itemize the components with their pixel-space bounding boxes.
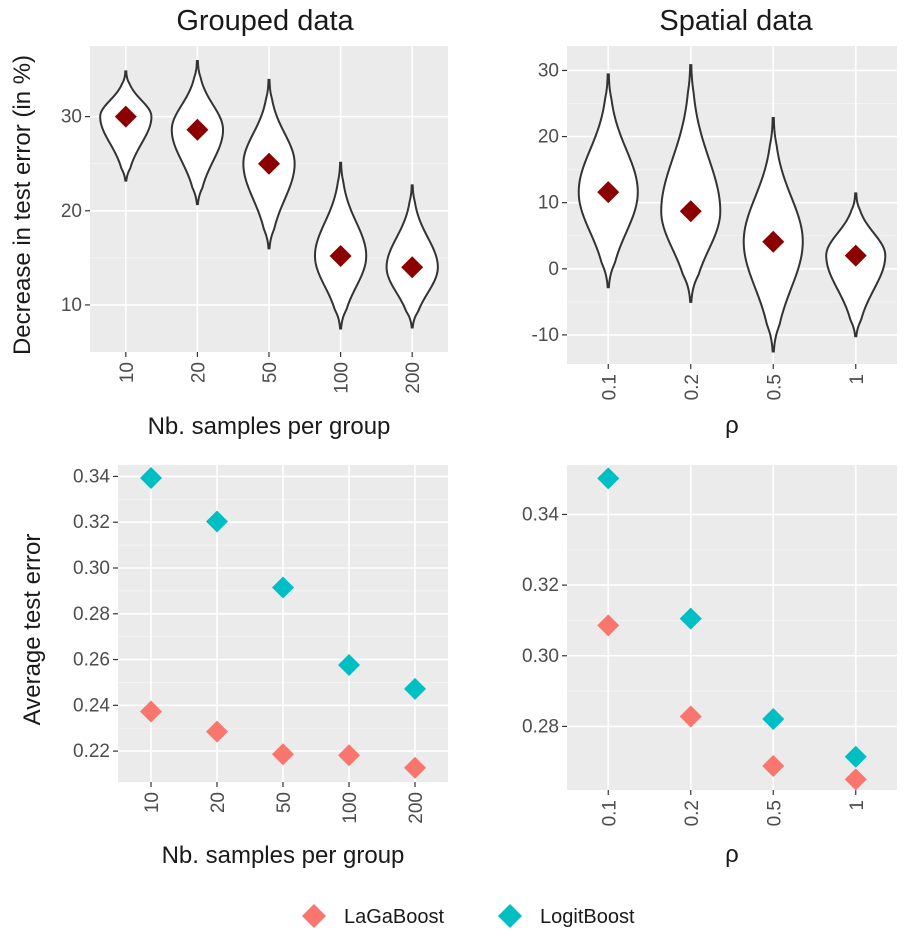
y-tick-label: 10 <box>61 295 82 316</box>
y-tick-label: 30 <box>61 107 82 128</box>
x-tick-label: 1 <box>847 800 868 811</box>
y-tick-label: 0.30 <box>522 646 559 667</box>
x-tick-label: 1 <box>847 374 868 385</box>
y-tick-label: 20 <box>61 201 82 222</box>
y-tick-label: 0.34 <box>73 466 110 487</box>
y-axis-label: Average test error <box>19 534 46 726</box>
y-tick-label: 0.32 <box>73 512 110 533</box>
y-axis-label: Decrease in test error (in %) <box>9 55 36 355</box>
point-logitboost-0.2 <box>679 607 702 630</box>
x-axis-label: ρ <box>725 841 739 868</box>
legend-key-lagaboost <box>302 904 326 928</box>
x-axis-label: Nb. samples per group <box>162 842 405 869</box>
x-tick-label: 20 <box>188 362 209 383</box>
x-tick-label: 100 <box>340 792 361 824</box>
grouped-scatter-chart: 0.22 0.24 0.26 0.28 0.30 0.32 0.34 10 20 50 100 200… <box>19 465 448 869</box>
y-tick-label: 0.22 <box>73 741 110 762</box>
y-tick-label: 0.30 <box>73 558 110 579</box>
chart-title: Grouped data <box>176 5 354 37</box>
legend-label-logitboost: LogitBoost <box>540 906 635 928</box>
x-tick-label: 200 <box>403 362 424 394</box>
point-lagaboost-10 <box>140 700 162 723</box>
grouped-violin-chart: 10 20 30 10 20 50 100 200 Grouped data Nb. sample… <box>9 5 448 440</box>
violin-0.1 <box>577 73 639 289</box>
y-tick-label: 0.26 <box>73 650 110 671</box>
y-tick-label: 0.34 <box>522 504 559 525</box>
point-logitboost-50 <box>272 576 294 599</box>
y-tick-label: 0 <box>548 259 559 280</box>
y-tick-label: 0.28 <box>522 716 559 737</box>
point-logitboost-20 <box>206 510 228 533</box>
legend: LaGaBoost LogitBoost <box>302 904 635 928</box>
y-tick-label: 30 <box>538 60 559 81</box>
point-logitboost-100 <box>338 654 360 677</box>
mean-marker-50 <box>258 152 280 175</box>
x-axis-label: Nb. samples per group <box>148 413 391 440</box>
violin-0.2 <box>660 64 722 303</box>
point-lagaboost-200 <box>404 756 426 779</box>
x-tick-label: 0.2 <box>682 374 703 400</box>
spatial-scatter-chart: 0.28 0.30 0.32 0.34 0.1 0.2 0.5 1 ρ <box>522 465 897 868</box>
y-tick-label: 0.24 <box>73 695 110 716</box>
x-tick-label: 20 <box>208 792 229 813</box>
x-tick-label: 100 <box>332 362 353 394</box>
y-tick-label: -10 <box>532 325 559 346</box>
point-logitboost-1 <box>844 745 867 768</box>
x-tick-label: 50 <box>274 792 295 813</box>
x-tick-label: 10 <box>117 362 138 383</box>
mean-marker-1 <box>844 244 867 267</box>
point-logitboost-0.1 <box>597 467 620 490</box>
mean-marker-10 <box>114 105 137 128</box>
point-lagaboost-100 <box>338 744 360 767</box>
spatial-violin-chart: -10 0 10 20 30 0.1 0.2 0.5 1 Spatial data ρ <box>532 5 897 439</box>
point-logitboost-10 <box>140 467 162 490</box>
mean-marker-0.5 <box>762 230 785 253</box>
legend-key-logitboost <box>498 904 522 928</box>
y-tick-label: 0.32 <box>522 575 559 596</box>
x-tick-label: 0.5 <box>764 800 785 826</box>
point-lagaboost-50 <box>272 743 294 766</box>
x-tick-label: 0.1 <box>599 800 620 826</box>
chart-title: Spatial data <box>659 5 813 37</box>
legend-label-lagaboost: LaGaBoost <box>344 906 445 928</box>
mean-marker-0.1 <box>597 181 620 204</box>
x-tick-label: 10 <box>142 792 163 813</box>
panel-background <box>567 465 897 790</box>
point-lagaboost-20 <box>206 720 228 743</box>
x-axis-label: ρ <box>725 412 739 439</box>
x-tick-label: 0.2 <box>682 800 703 826</box>
mean-marker-100 <box>329 244 352 267</box>
mean-marker-20 <box>186 118 209 141</box>
y-tick-label: 20 <box>538 127 559 148</box>
point-lagaboost-1 <box>844 768 867 791</box>
point-lagaboost-0.1 <box>597 614 620 637</box>
point-lagaboost-0.2 <box>679 705 702 728</box>
x-tick-label: 0.1 <box>599 374 620 400</box>
x-tick-label: 50 <box>260 362 281 383</box>
x-tick-label: 200 <box>406 792 427 824</box>
x-tick-label: 0.5 <box>764 374 785 400</box>
point-logitboost-200 <box>404 677 426 700</box>
y-tick-label: 10 <box>538 193 559 214</box>
mean-marker-0.2 <box>679 200 702 223</box>
y-tick-label: 0.28 <box>73 604 110 625</box>
mean-marker-200 <box>401 256 424 279</box>
point-lagaboost-0.5 <box>762 754 785 777</box>
point-logitboost-0.5 <box>762 707 785 730</box>
